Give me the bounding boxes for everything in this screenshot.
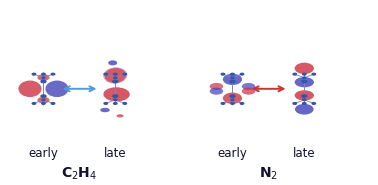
Circle shape	[312, 103, 316, 104]
Circle shape	[302, 103, 306, 104]
Circle shape	[51, 73, 55, 75]
Text: late: late	[104, 147, 127, 160]
Text: late: late	[293, 147, 316, 160]
Circle shape	[240, 103, 244, 104]
Ellipse shape	[242, 83, 255, 90]
Circle shape	[303, 99, 306, 100]
Ellipse shape	[104, 87, 130, 101]
Ellipse shape	[108, 60, 117, 65]
Circle shape	[41, 95, 46, 97]
Ellipse shape	[37, 97, 50, 103]
Text: C$_2$H$_4$: C$_2$H$_4$	[61, 166, 98, 182]
Ellipse shape	[116, 114, 124, 117]
Circle shape	[231, 103, 234, 104]
Circle shape	[302, 73, 306, 75]
Ellipse shape	[45, 80, 68, 97]
Ellipse shape	[37, 74, 50, 81]
Ellipse shape	[19, 80, 42, 97]
Ellipse shape	[100, 108, 110, 112]
Circle shape	[104, 103, 107, 104]
Ellipse shape	[210, 83, 223, 90]
Ellipse shape	[242, 88, 255, 95]
Circle shape	[293, 103, 296, 104]
Circle shape	[113, 103, 117, 104]
Circle shape	[42, 99, 45, 100]
Circle shape	[312, 73, 316, 75]
Ellipse shape	[210, 88, 223, 95]
Circle shape	[123, 73, 127, 75]
Circle shape	[221, 73, 225, 75]
Circle shape	[42, 103, 45, 104]
Ellipse shape	[295, 63, 314, 74]
Circle shape	[230, 80, 235, 83]
Text: early: early	[217, 147, 248, 160]
Circle shape	[32, 73, 36, 75]
Ellipse shape	[295, 90, 314, 100]
Circle shape	[123, 103, 127, 104]
Circle shape	[41, 80, 46, 83]
Circle shape	[114, 77, 117, 78]
Text: early: early	[28, 147, 59, 160]
Ellipse shape	[223, 74, 242, 85]
Text: N$_2$: N$_2$	[259, 166, 278, 182]
Circle shape	[231, 77, 234, 78]
Circle shape	[303, 77, 306, 78]
Circle shape	[302, 80, 307, 83]
Ellipse shape	[295, 104, 314, 115]
Circle shape	[32, 103, 36, 104]
Circle shape	[231, 73, 234, 75]
Circle shape	[42, 73, 45, 75]
Circle shape	[51, 103, 55, 104]
Circle shape	[113, 95, 118, 97]
Circle shape	[230, 95, 235, 97]
Circle shape	[113, 80, 118, 83]
Circle shape	[114, 99, 117, 100]
Circle shape	[104, 73, 107, 75]
Circle shape	[113, 73, 117, 75]
Ellipse shape	[223, 92, 242, 104]
Circle shape	[42, 77, 45, 78]
Circle shape	[240, 73, 244, 75]
Circle shape	[231, 99, 234, 100]
Circle shape	[221, 103, 225, 104]
Ellipse shape	[295, 77, 314, 87]
Circle shape	[293, 73, 296, 75]
Ellipse shape	[104, 68, 126, 83]
Circle shape	[302, 95, 307, 97]
